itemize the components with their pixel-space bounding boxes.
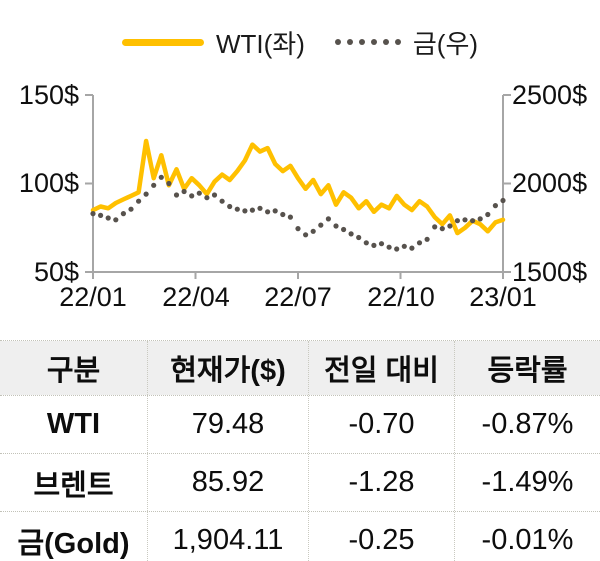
- price-value: 1,904.11: [147, 512, 308, 561]
- price-chart: 150$ 100$ 50$ 2500$ 2000$ 1500$ 22/01 22…: [18, 80, 588, 312]
- chart-axes: [85, 94, 511, 279]
- table-header-pct: 등락률: [454, 341, 600, 395]
- chart-legend: WTI(좌) 금(우): [0, 24, 600, 60]
- pct-value: -0.01%: [454, 512, 600, 561]
- table-row-wti: WTI 79.48 -0.70 -0.87%: [0, 395, 600, 453]
- price-chart-canvas: [85, 94, 511, 279]
- legend-item-gold: 금(우): [334, 24, 479, 61]
- legend-gold-label: 금(우): [412, 28, 479, 59]
- table-header-row: 구분 현재가($) 전일 대비 등락률: [0, 341, 600, 395]
- left-axis-tick-150: 150$: [18, 80, 79, 110]
- x-axis-tick-2301: 23/01: [469, 282, 537, 312]
- legend-wti-label: WTI(좌): [215, 28, 305, 59]
- left-axis-tick-50: 50$: [33, 257, 79, 287]
- table-header-price: 현재가($): [147, 341, 308, 395]
- table-row-gold: 금(Gold) 1,904.11 -0.25 -0.01%: [0, 511, 600, 561]
- price-table: 구분 현재가($) 전일 대비 등락률 WTI 79.48 -0.70 -0.8…: [0, 340, 600, 561]
- right-axis-tick-1500: 1500$: [512, 257, 588, 287]
- row-label: 브렌트: [33, 469, 114, 502]
- x-axis-tick-2204: 22/04: [162, 282, 230, 312]
- table-row-brent: 브렌트 85.92 -1.28 -1.49%: [0, 453, 600, 511]
- change-value: -0.70: [308, 396, 454, 453]
- table-header-category: 구분: [46, 355, 101, 387]
- table-header-change: 전일 대비: [308, 341, 454, 395]
- row-label: WTI: [46, 408, 101, 440]
- wti-series-line: [90, 138, 506, 236]
- x-axis-tick-2210: 22/10: [367, 282, 435, 312]
- pct-value: -1.49%: [454, 454, 600, 511]
- right-axis-tick-2000: 2000$: [512, 168, 588, 198]
- price-value: 79.48: [147, 396, 308, 453]
- legend-item-wti: WTI(좌): [121, 24, 305, 61]
- row-label: 금(Gold): [17, 527, 130, 560]
- wti-line-swatch-icon: [121, 38, 204, 46]
- change-value: -0.25: [308, 512, 454, 561]
- left-axis-tick-100: 100$: [18, 168, 79, 198]
- right-axis-tick-2500: 2500$: [512, 80, 588, 110]
- pct-value: -0.87%: [454, 396, 600, 453]
- x-axis-tick-2207: 22/07: [264, 282, 332, 312]
- price-value: 85.92: [147, 454, 308, 511]
- change-value: -1.28: [308, 454, 454, 511]
- gold-series-dots: [90, 174, 506, 252]
- gold-dots-swatch-icon: [334, 39, 401, 45]
- x-axis-tick-2201: 22/01: [59, 282, 127, 312]
